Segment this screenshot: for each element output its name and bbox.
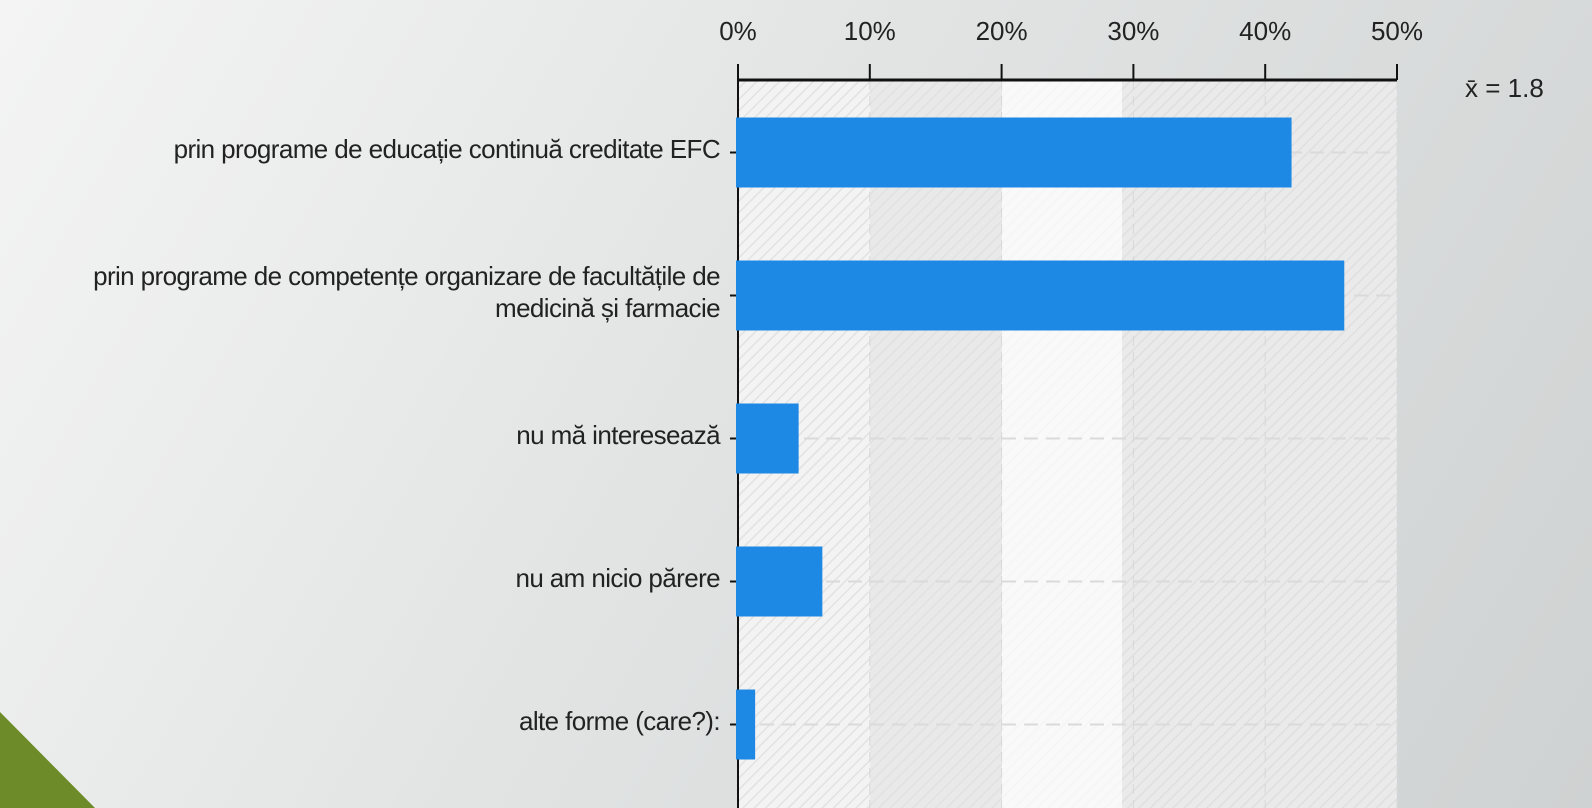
band bbox=[1002, 80, 1122, 808]
y-tick-label: nu mă interesează bbox=[516, 419, 720, 450]
bar bbox=[736, 403, 799, 474]
y-tick-label: prin programe de educație continuă credi… bbox=[173, 133, 721, 164]
x-tick-label: 50% bbox=[1371, 16, 1423, 46]
y-tick-label: prin programe de competențe organizare d… bbox=[93, 260, 721, 323]
x-tick-label: 30% bbox=[1107, 16, 1159, 46]
x-tick-label: 40% bbox=[1239, 16, 1291, 46]
annotation: x̄ = 1.8 bbox=[1465, 73, 1544, 103]
bar bbox=[736, 546, 823, 617]
bar bbox=[736, 260, 1345, 331]
corner-triangle bbox=[0, 712, 95, 808]
bar bbox=[736, 689, 756, 760]
x-tick-label: 10% bbox=[844, 16, 896, 46]
x-tick-label: 20% bbox=[976, 16, 1028, 46]
y-tick-label: alte forme (care?): bbox=[518, 705, 721, 736]
x-tick-label: 0% bbox=[719, 16, 757, 46]
bar bbox=[736, 117, 1292, 188]
band bbox=[870, 80, 1002, 808]
y-tick-label: nu am nicio părere bbox=[515, 562, 720, 593]
band bbox=[1122, 80, 1397, 808]
